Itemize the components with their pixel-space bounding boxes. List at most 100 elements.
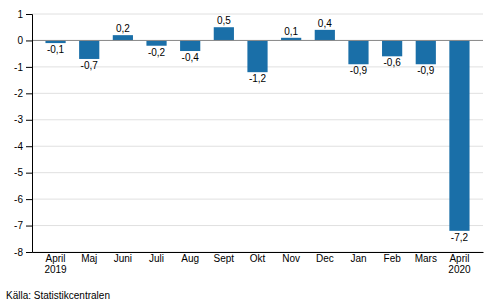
tick-label: -1 [14,62,23,73]
tick: -2 [14,88,32,99]
grid-line [32,40,483,41]
tick: Aug [181,252,199,264]
tick-mark [26,146,32,147]
bar [348,40,368,64]
tick-label: Juni [114,253,132,264]
tick-label: Sept [214,253,235,264]
annotation: Källa: Statistikcentralen [6,290,110,301]
bar [315,30,335,41]
tick-mark [26,173,32,174]
data-label: 0,4 [318,18,332,29]
tick: Dec [316,252,334,264]
tick-label: -7 [14,220,23,231]
tick-label-line: Aug [181,253,199,264]
tick-mark [26,40,32,41]
grid [32,14,483,252]
tick: -4 [14,141,32,152]
tick-label-line: Nov [282,253,300,264]
y-axis: -8 -7 -6 -5 -4 -3 -2 -1 0 1 [14,9,32,258]
tick: -8 [14,247,32,258]
tick-label-line: Sept [214,253,235,264]
tick-mark [26,252,32,253]
data-labels: -0,1-0,70,2-0,2-0,40,5-1,20,10,4-0,9-0,6… [47,15,469,243]
tick-label: Feb [384,253,402,264]
tick-label-line: April [46,253,66,264]
tick-label: -2 [14,88,23,99]
tick-label: Jan [350,253,366,264]
data-label: -1,2 [249,73,267,84]
grid-line [32,225,483,226]
data-label: -7,2 [451,232,469,243]
tick: Juli [149,252,164,264]
tick: -6 [14,194,32,205]
grid-line [32,119,483,120]
tick-label-line: 2019 [44,264,67,275]
data-label: -0,2 [148,47,166,58]
bar [247,40,267,72]
bar [79,40,99,59]
data-label: 0,5 [217,15,231,26]
tick: Mars [415,252,437,264]
tick-label: 0 [17,35,23,46]
bar [180,40,200,51]
grid-line [32,199,483,200]
tick: April2019 [44,252,67,275]
x-axis: April2019 Maj Juni Juli Aug Sept Okt Nov Dec Jan F… [33,252,484,275]
tick-label: Maj [81,253,97,264]
tick-label: Aug [181,253,199,264]
tick: 1 [17,9,32,20]
tick-label: -8 [14,247,23,258]
data-label: -0,6 [384,57,402,68]
tick-label-line: 2020 [448,264,471,275]
tick: -7 [14,220,32,231]
zero-line [32,40,483,41]
bar [214,27,234,40]
tick: Nov [282,252,300,264]
bar [113,35,133,40]
data-label: -0,9 [350,65,368,76]
tick: Juni [114,252,132,264]
tick: -3 [14,114,32,125]
tick: -1 [14,62,32,73]
tick-label: -5 [14,167,23,178]
grid-line [32,14,483,15]
bar [146,40,166,45]
tick-label: Okt [250,253,266,264]
grid-line [32,172,483,173]
tick-label: April2020 [448,253,471,275]
bars [45,27,469,231]
data-label: 0,1 [284,26,298,37]
tick-label: Nov [282,253,300,264]
tick-label: Juli [149,253,164,264]
tick-mark [26,93,32,94]
tick-label-line: Juli [149,253,164,264]
tick-label: 1 [17,9,23,20]
tick-label-line: Dec [316,253,334,264]
tick: Sept [214,252,235,264]
grid-line [32,146,483,147]
tick-mark [26,14,32,15]
data-label: -0,1 [47,44,65,55]
tick-label-line: Maj [81,253,97,264]
axis-line [26,15,33,253]
tick-label-line: Jan [350,253,366,264]
tick: Okt [250,252,266,264]
tick-mark [26,226,32,227]
grid-line [32,93,483,94]
tick-mark [26,120,32,121]
tick: April2020 [448,252,471,275]
tick-label-line: Feb [384,253,402,264]
chart: -8 -7 -6 -5 -4 -3 -2 -1 0 1 April2019 Maj Juni Juli Au… [0,0,493,304]
tick-label: Dec [316,253,334,264]
tick: -5 [14,167,32,178]
tick-label: -4 [14,141,23,152]
tick-mark [26,67,32,68]
data-label: -0,9 [417,65,435,76]
data-label: -0,7 [81,60,99,71]
data-label: 0,2 [116,23,130,34]
tick-label: -6 [14,194,23,205]
tick-label-line: Mars [415,253,437,264]
tick: Jan [350,252,366,264]
bar [416,40,436,64]
bar [382,40,402,56]
